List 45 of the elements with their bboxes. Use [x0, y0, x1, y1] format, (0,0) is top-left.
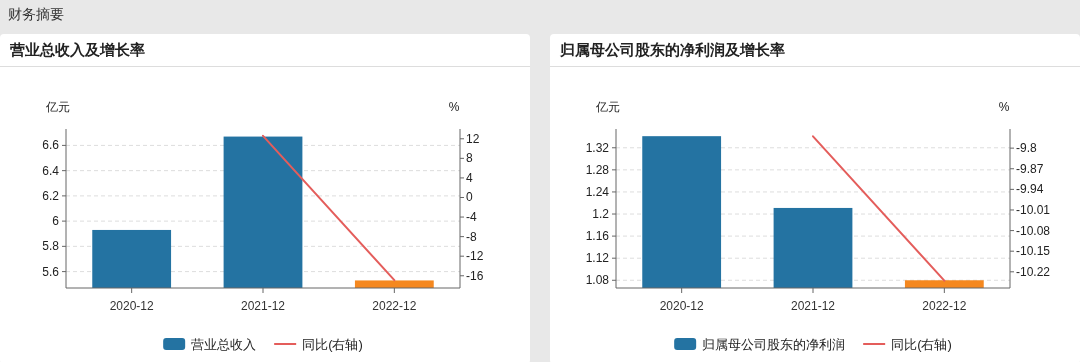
chart-title: 归属母公司股东的净利润及增长率	[550, 34, 1080, 67]
y-axis-title: 亿元	[45, 100, 70, 114]
y-tick-label: 1.24	[585, 184, 610, 199]
y-tick-label: 1.08	[585, 273, 610, 288]
x-tick-label: 2022-12	[922, 299, 967, 313]
x-tick-label: 2020-12	[109, 299, 155, 313]
y2-tick-label: 12	[466, 131, 480, 146]
y-tick-label: 1.2	[592, 207, 610, 222]
y2-tick-label: -10.01	[1016, 202, 1051, 217]
y2-tick-label: -9.8	[1016, 141, 1037, 156]
y-tick-label: 6.2	[42, 188, 60, 203]
y2-tick-label: 8	[466, 151, 473, 166]
y-tick-label: 1.28	[585, 162, 610, 177]
y2-tick-label: -12	[466, 249, 484, 264]
text: 财务摘要	[8, 7, 64, 22]
y-tick-label: 1.16	[585, 229, 610, 244]
y2-tick-label: -10.08	[1016, 223, 1051, 238]
legend-label: 归属母公司股东的净利润	[702, 337, 846, 352]
y2-tick-label: -8	[466, 229, 477, 244]
y2-tick-label: 4	[466, 170, 473, 185]
y-tick-label: 6.4	[42, 163, 60, 178]
y-tick-label: 1.12	[585, 251, 610, 266]
y2-tick-label: -16	[466, 268, 484, 283]
x-tick-label: 2022-12	[372, 299, 417, 313]
y2-axis-title: %	[998, 100, 1010, 114]
y-tick-label: 6.6	[42, 138, 60, 153]
x-tick-label: 2020-12	[659, 299, 705, 313]
legend-label: 同比(右轴)	[891, 337, 952, 352]
y2-tick-label: -10.22	[1016, 264, 1051, 279]
chart-title: 营业总收入及增长率	[0, 34, 530, 67]
y2-axis-title: %	[448, 100, 460, 114]
legend-label: 营业总收入	[191, 337, 257, 352]
x-tick-label: 2021-12	[240, 299, 286, 313]
y2-tick-label: -9.94	[1016, 182, 1044, 197]
y-tick-label: 1.32	[585, 140, 610, 155]
x-tick-label: 2021-12	[790, 299, 836, 313]
y2-tick-label: -10.15	[1016, 244, 1051, 259]
y-tick-label: 5.8	[42, 239, 60, 254]
y-axis-title: 亿元	[595, 100, 620, 114]
legend-label: 同比(右轴)	[302, 337, 363, 352]
y-tick-label: 6	[52, 214, 60, 229]
y-tick-label: 5.6	[42, 264, 60, 279]
y2-tick-label: 0	[466, 190, 473, 205]
y2-tick-label: -4	[466, 210, 477, 225]
y2-tick-label: -9.87	[1016, 161, 1044, 176]
